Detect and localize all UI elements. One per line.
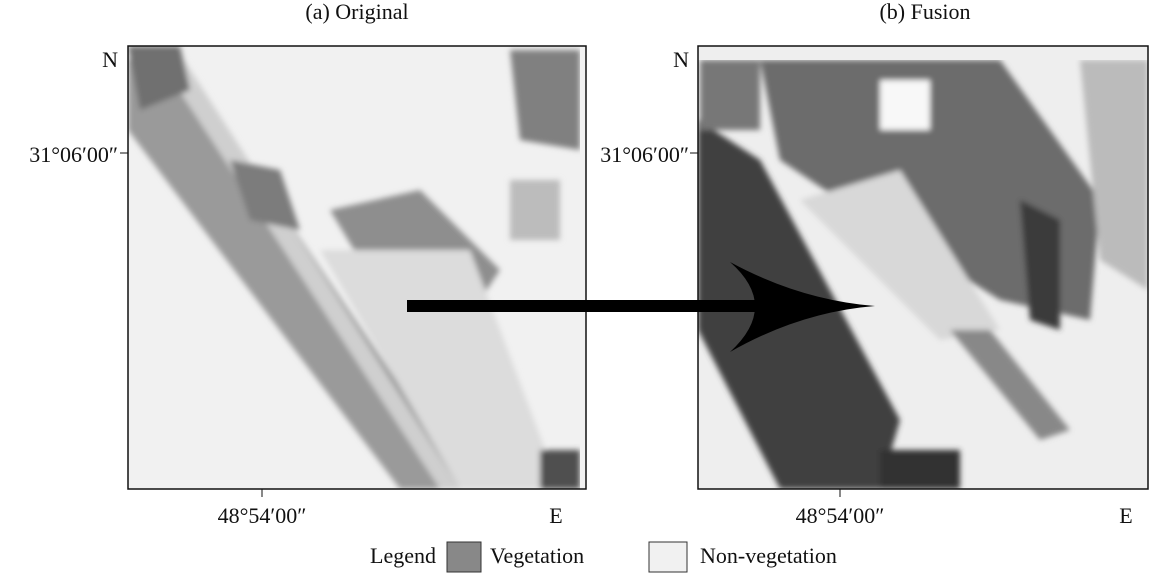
east-label: E <box>549 503 562 528</box>
north-label: N <box>673 47 689 72</box>
legend-swatch <box>649 542 687 572</box>
fusion-image <box>698 46 1148 489</box>
north-label: N <box>102 47 118 72</box>
longitude-label: 48°54′00″ <box>218 503 307 528</box>
arrow-shaft <box>407 300 807 312</box>
longitude-label: 48°54′00″ <box>796 503 885 528</box>
latitude-label: 31°06′00″ <box>600 142 689 167</box>
legend-item: Vegetation <box>490 543 584 568</box>
panel-title: (a) Original <box>305 0 408 24</box>
legend-title: Legend <box>370 543 436 568</box>
legend-swatch <box>447 542 481 572</box>
legend-item: Non-vegetation <box>700 543 837 568</box>
original-image <box>128 46 586 489</box>
figure: (a) Original N 31°06′00″ 48°54′00″ E (b)… <box>0 0 1149 580</box>
east-label: E <box>1119 503 1132 528</box>
latitude-label: 31°06′00″ <box>29 142 118 167</box>
panel-title: (b) Fusion <box>879 0 970 24</box>
